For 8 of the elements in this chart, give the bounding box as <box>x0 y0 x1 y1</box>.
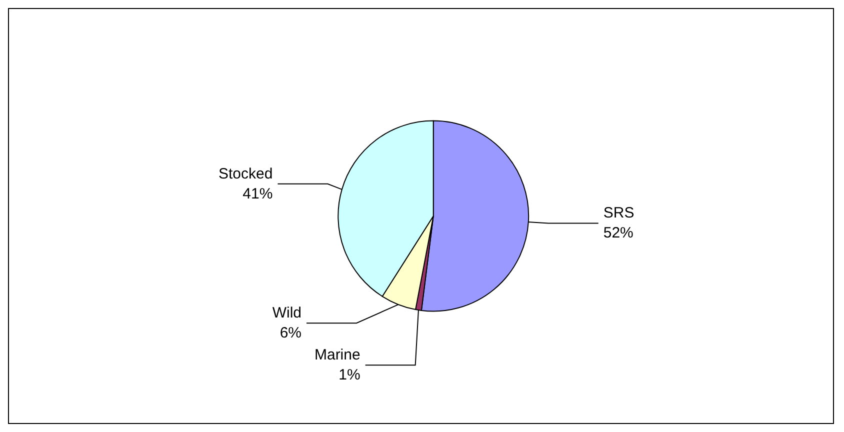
slice-label: Wild <box>272 304 302 322</box>
data-label: 1% <box>338 366 360 384</box>
data-label: 52% <box>603 224 634 242</box>
slice-label: Marine <box>314 346 360 364</box>
slice-label: Stocked <box>218 165 273 182</box>
data-label: 41% <box>242 185 273 202</box>
data-label: 6% <box>280 324 302 342</box>
slice-label: SRS <box>603 204 634 222</box>
